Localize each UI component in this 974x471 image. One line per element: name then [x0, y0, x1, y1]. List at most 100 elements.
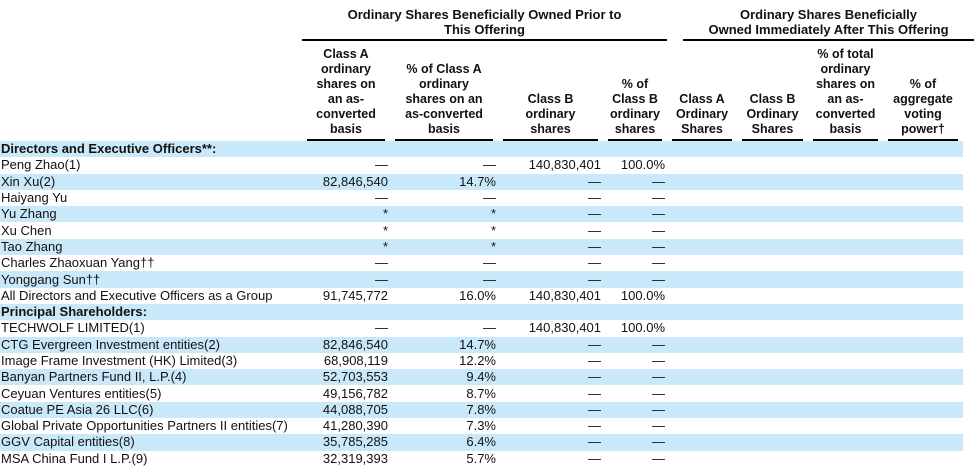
value-cell [808, 320, 883, 336]
value-cell [737, 385, 808, 401]
right-margin-cell [963, 401, 974, 419]
shareholder-name-cell: CTG Evergreen Investment entities(2) [0, 336, 302, 353]
right-margin-cell [963, 418, 974, 435]
group-header-row: Ordinary Shares Beneficially Owned Prior… [0, 0, 974, 41]
table-row: GGV Capital entities(8) 35,785,285 6.4% … [0, 434, 974, 451]
table-row: Tao Zhang * * — — [0, 238, 974, 256]
value-cell: 100.0% [620, 157, 665, 173]
table-row: Haiyang Yu — — — — [0, 189, 974, 207]
table-body: Directors and Executive Officers**: Peng… [0, 141, 974, 467]
value-cell [808, 451, 883, 467]
name-column-header [0, 41, 302, 141]
value-cell [883, 369, 963, 386]
value-cell [883, 320, 963, 336]
column-header-row: Class A ordinary shares on an as- conver… [0, 41, 974, 141]
value-cell: 35,785,285 [302, 434, 390, 451]
right-margin-cell [963, 255, 974, 272]
right-margin-cell [963, 320, 974, 337]
value-cell: 32,319,393 [322, 450, 388, 466]
value-cell: 100.0% [620, 287, 665, 303]
value-cell: — [498, 238, 603, 256]
value-cell [883, 401, 963, 419]
value-cell: — [588, 418, 601, 434]
value-cell [737, 238, 808, 256]
table-row: Yu Zhang * * — — [0, 206, 974, 223]
shareholder-name-cell: Peng Zhao(1) [1, 157, 81, 173]
shareholder-name-cell: Coatue PE Asia 26 LLC(6) [0, 401, 302, 419]
value-cell: 16.0% [459, 287, 496, 303]
shareholder-name-cell: Banyan Partners Fund II, L.P.(4) [0, 369, 302, 386]
value-cell [667, 222, 737, 238]
value-cell: — [652, 190, 665, 206]
value-cell [808, 173, 883, 190]
value-cell: 82,846,540 [302, 173, 390, 190]
value-cell: 140,830,401 [528, 287, 601, 303]
value-cell [737, 288, 808, 304]
value-cell [808, 336, 883, 353]
value-cell: 41,280,390 [322, 418, 388, 434]
section-row: Directors and Executive Officers**: [0, 141, 974, 158]
value-cell [808, 206, 883, 223]
value-cell: — [603, 401, 667, 419]
table-row: TECHWOLF LIMITED(1) — — 140,830,401 100.… [0, 320, 974, 337]
value-cell [737, 271, 808, 288]
value-cell [883, 288, 963, 304]
value-cell [808, 190, 883, 206]
right-margin-cell [963, 369, 974, 386]
value-cell [667, 288, 737, 304]
value-cell: — [603, 434, 667, 451]
value-cell [667, 271, 737, 288]
value-cell [808, 385, 883, 401]
value-cell [737, 190, 808, 206]
shareholder-name-cell: Haiyang Yu [1, 190, 68, 206]
shareholder-name-cell: Xu Chen [1, 222, 52, 238]
value-cell: — [652, 385, 665, 401]
shareholder-name-cell: All Directors and Executive Officers as … [1, 287, 273, 303]
value-cell: 5.7% [466, 450, 496, 466]
value-cell: 82,846,540 [302, 336, 390, 353]
value-cell: * [490, 222, 496, 238]
value-cell: — [588, 385, 601, 401]
value-cell [808, 255, 883, 271]
value-cell [808, 401, 883, 419]
value-cell [883, 336, 963, 353]
shareholder-name-cell: Global Private Opportunities Partners II… [1, 418, 288, 434]
value-cell: 14.7% [390, 336, 498, 353]
value-cell: 52,703,553 [302, 369, 390, 386]
value-cell [883, 238, 963, 256]
value-cell: — [603, 238, 667, 256]
value-cell [667, 173, 737, 190]
col-header-pct-voting-power: % of aggregate voting power† [883, 41, 963, 141]
right-margin-cell [963, 222, 974, 239]
value-cell: — [652, 418, 665, 434]
value-cell: — [483, 157, 496, 173]
value-cell [737, 336, 808, 353]
value-cell [883, 206, 963, 223]
table-row: Banyan Partners Fund II, L.P.(4) 52,703,… [0, 369, 974, 386]
table-row: Peng Zhao(1) — — 140,830,401 100.0% [0, 157, 974, 174]
table-row: Charles Zhaoxuan Yang†† — — — — [0, 255, 974, 272]
value-cell [883, 255, 963, 271]
right-margin-cell [963, 157, 974, 174]
value-cell [667, 206, 737, 223]
value-cell: — [498, 401, 603, 419]
value-cell [667, 320, 737, 336]
value-cell: — [483, 255, 496, 271]
value-cell: * [302, 206, 390, 223]
value-cell: 8.7% [466, 385, 496, 401]
value-cell [883, 157, 963, 173]
value-cell: — [498, 271, 603, 288]
value-cell [737, 451, 808, 467]
section-label-cell: Principal Shareholders: [0, 303, 963, 321]
table-header: Ordinary Shares Beneficially Owned Prior… [0, 0, 974, 141]
value-cell: — [652, 255, 665, 271]
value-cell: — [483, 190, 496, 206]
value-cell [883, 271, 963, 288]
group-header-prior-offering: Ordinary Shares Beneficially Owned Prior… [302, 0, 667, 41]
value-cell [737, 434, 808, 451]
table-row: Global Private Opportunities Partners II… [0, 418, 974, 435]
shareholder-name-cell: GGV Capital entities(8) [0, 434, 302, 451]
col-header-class-b-after: Class B Ordinary Shares [737, 41, 808, 141]
right-margin-cell [963, 385, 974, 402]
right-margin-cell [963, 303, 974, 321]
